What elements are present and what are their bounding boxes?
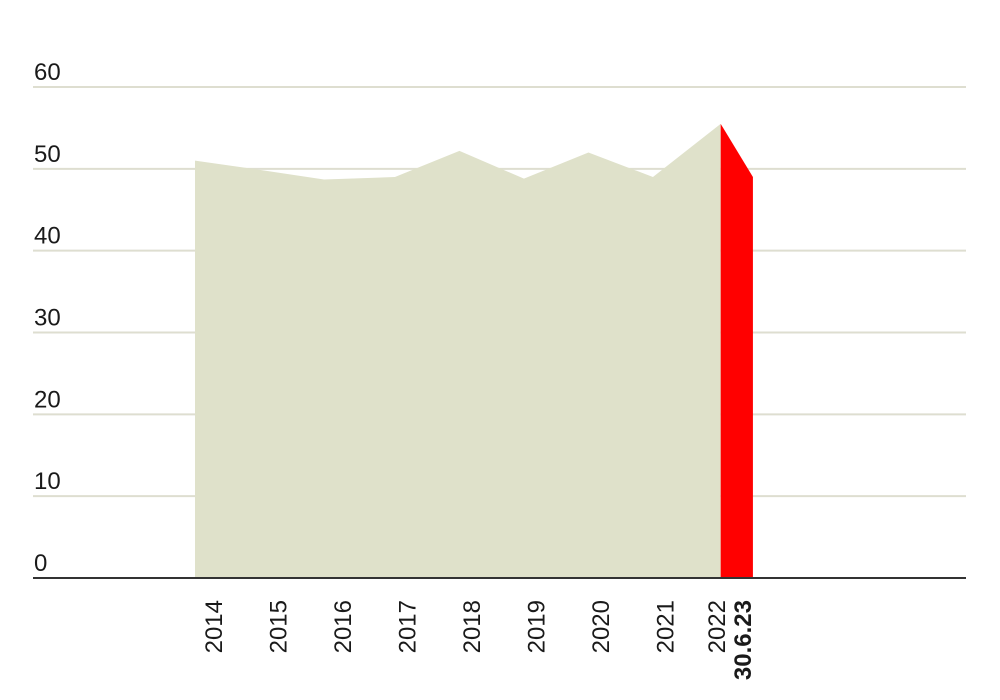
area-series-history (195, 123, 721, 578)
x-tick-label: 2022 (704, 600, 731, 653)
x-tick-label: 2014 (201, 600, 228, 653)
y-tick-label: 20 (34, 386, 61, 413)
y-tick-label: 60 (34, 59, 61, 86)
y-tick-label: 50 (34, 141, 61, 168)
area-series-highlight (720, 123, 753, 578)
y-axis-ticks: 0 10 20 30 40 50 60 (34, 59, 61, 577)
x-tick-label: 2019 (523, 600, 550, 653)
x-tick-label: 2015 (265, 600, 292, 653)
y-tick-label: 10 (34, 468, 61, 495)
x-axis-ticks: 2014 2015 2016 2017 2018 2019 2020 2021 202230.6… (201, 600, 757, 680)
area-series (195, 123, 753, 578)
x-tick-label: 2017 (394, 600, 421, 653)
y-tick-label: 0 (34, 550, 47, 577)
y-tick-label: 30 (34, 305, 61, 332)
y-tick-label: 40 (34, 223, 61, 250)
x-tick-label: 2018 (459, 600, 486, 653)
x-tick-label: 2020 (588, 600, 615, 653)
x-tick-label: 30.6.23 (730, 600, 757, 680)
x-tick-label: 2016 (330, 600, 357, 653)
x-tick-label: 2021 (652, 600, 679, 653)
